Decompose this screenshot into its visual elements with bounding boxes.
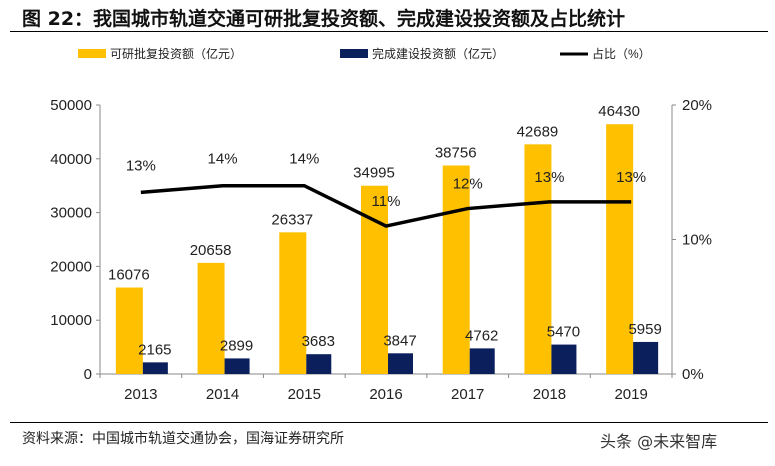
title-rule	[10, 31, 768, 32]
right-tick-label: 0%	[682, 366, 704, 383]
line-label: 12%	[453, 176, 483, 193]
legend-swatch	[340, 49, 368, 58]
left-tick-label: 40000	[50, 151, 92, 168]
bar-label-approved: 34995	[353, 165, 395, 182]
bar-label-completed: 5959	[628, 321, 661, 338]
bar-label-approved: 20658	[190, 242, 232, 259]
bar-completed-investment	[633, 341, 659, 374]
bar-label-approved: 46430	[598, 103, 640, 120]
bar-completed-investment	[142, 362, 168, 374]
bar-label-completed: 4762	[465, 327, 498, 344]
line-label: 13%	[534, 169, 564, 186]
line-label: 13%	[616, 169, 646, 186]
legend-swatch	[78, 49, 106, 58]
bar-completed-investment	[306, 354, 332, 374]
legend-label: 可研批复投资额（亿元）	[110, 46, 242, 61]
source-note: 资料来源：中国城市轨道交通协会，国海证券研究所	[22, 431, 344, 447]
x-tick-label: 2018	[533, 386, 566, 403]
left-tick-label: 50000	[50, 97, 92, 114]
x-tick-label: 2017	[451, 386, 484, 403]
left-tick-label: 10000	[50, 312, 92, 329]
bar-label-completed: 3683	[302, 333, 335, 350]
line-label: 11%	[372, 193, 401, 210]
chart: 可研批复投资额（亿元） 完成建设投资额（亿元） 占比（%） 0 10000 20000 30…	[50, 46, 712, 403]
bar-label-completed: 2165	[138, 341, 171, 358]
left-tick-label: 0	[84, 366, 92, 383]
bar-approved-investment	[197, 262, 225, 374]
bar-label-approved: 26337	[271, 211, 313, 228]
line-label: 14%	[289, 151, 319, 168]
x-tick-label: 2013	[124, 386, 157, 403]
left-tick-label: 30000	[50, 205, 92, 222]
bar-approved-investment	[115, 287, 143, 374]
figure-title: 图 22：我国城市轨道交通可研批复投资额、完成建设投资额及占比统计	[22, 8, 626, 30]
bar-completed-investment	[469, 348, 495, 374]
bar-approved-investment	[442, 165, 470, 374]
bar-completed-investment	[224, 358, 250, 374]
bar-label-completed: 2899	[220, 337, 253, 354]
bar-label-approved: 42689	[517, 123, 559, 140]
watermark: 头条 @未来智库	[600, 432, 718, 451]
x-tick-label: 2014	[206, 386, 239, 403]
bar-completed-investment	[388, 353, 413, 374]
legend-label: 完成建设投资额（亿元）	[372, 46, 504, 61]
bar-completed-investment	[551, 344, 577, 374]
right-tick-label: 20%	[682, 97, 712, 114]
bar-label-approved: 16076	[108, 267, 150, 284]
bar-label-completed: 5470	[547, 324, 580, 341]
left-tick-label: 20000	[50, 258, 92, 275]
bar-approved-investment	[279, 232, 307, 374]
bar-approved-investment	[524, 144, 552, 374]
bar-approved-investment	[606, 124, 634, 374]
bar-label-approved: 38756	[435, 144, 477, 161]
legend-label: 占比（%）	[592, 46, 651, 61]
source-rule	[10, 422, 768, 423]
line-label: 14%	[208, 151, 238, 168]
x-tick-label: 2016	[369, 386, 402, 403]
bar-label-completed: 3847	[383, 332, 416, 349]
right-tick-label: 10%	[682, 232, 712, 249]
x-tick-label: 2015	[288, 386, 321, 403]
line-label: 13%	[126, 157, 156, 174]
x-tick-label: 2019	[614, 386, 647, 403]
